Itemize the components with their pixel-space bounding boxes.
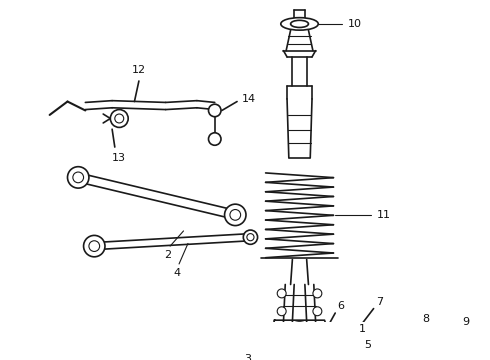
Circle shape: [407, 329, 446, 360]
Circle shape: [430, 358, 437, 360]
Ellipse shape: [357, 336, 364, 344]
Circle shape: [224, 204, 246, 226]
Text: 10: 10: [348, 19, 362, 29]
Circle shape: [84, 235, 105, 257]
Circle shape: [430, 333, 437, 339]
Circle shape: [247, 234, 254, 241]
Text: 8: 8: [422, 314, 429, 324]
Text: 5: 5: [364, 340, 371, 350]
Circle shape: [313, 289, 322, 298]
Circle shape: [288, 355, 297, 360]
Ellipse shape: [291, 20, 308, 27]
Text: 3: 3: [245, 355, 251, 360]
Text: 11: 11: [376, 210, 391, 220]
Text: 7: 7: [376, 297, 383, 307]
Circle shape: [209, 133, 221, 145]
Circle shape: [73, 172, 84, 183]
Circle shape: [326, 338, 341, 352]
Circle shape: [330, 342, 337, 349]
Ellipse shape: [348, 325, 373, 355]
Text: 13: 13: [112, 153, 126, 163]
Text: 4: 4: [173, 268, 181, 278]
Circle shape: [110, 109, 128, 127]
Text: 1: 1: [359, 324, 366, 334]
Circle shape: [313, 307, 322, 316]
Text: 2: 2: [164, 250, 171, 260]
Circle shape: [416, 333, 422, 339]
Ellipse shape: [281, 18, 318, 30]
Circle shape: [294, 328, 306, 341]
Circle shape: [244, 230, 258, 244]
Text: 14: 14: [242, 94, 256, 104]
Circle shape: [416, 358, 422, 360]
Ellipse shape: [318, 330, 338, 353]
Text: 9: 9: [462, 317, 469, 327]
Ellipse shape: [323, 335, 333, 348]
Circle shape: [209, 104, 221, 117]
Circle shape: [283, 351, 301, 360]
Circle shape: [409, 346, 415, 352]
Ellipse shape: [352, 330, 368, 350]
Circle shape: [68, 167, 89, 188]
Circle shape: [287, 322, 312, 347]
Circle shape: [416, 338, 437, 359]
Circle shape: [115, 114, 123, 123]
Circle shape: [230, 210, 241, 220]
Circle shape: [438, 346, 443, 352]
Circle shape: [89, 241, 99, 252]
Circle shape: [277, 289, 286, 298]
Text: 12: 12: [132, 65, 146, 75]
Circle shape: [277, 307, 286, 316]
Text: 6: 6: [337, 301, 344, 311]
